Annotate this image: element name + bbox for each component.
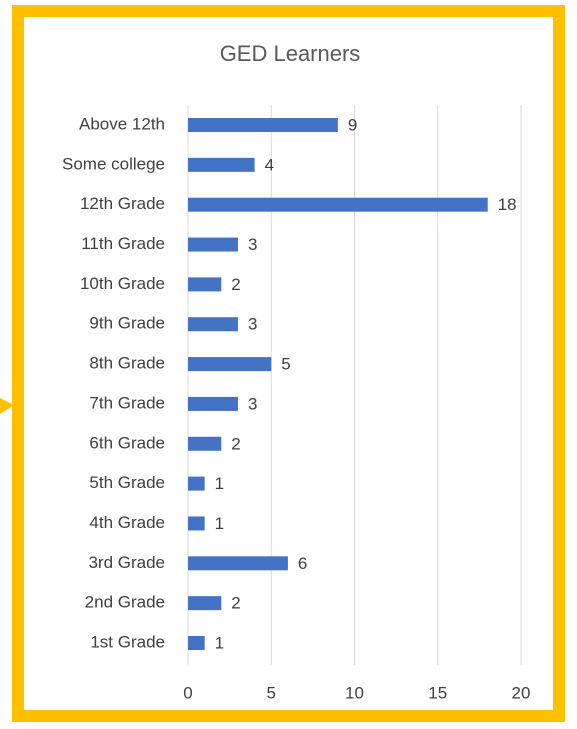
x-tick-label: 10 (345, 683, 364, 702)
bar (188, 118, 338, 132)
x-tick-label: 5 (267, 683, 276, 702)
bar (188, 436, 222, 451)
value-label: 2 (231, 434, 240, 453)
value-label: 6 (298, 554, 307, 573)
value-label: 1 (215, 514, 224, 533)
value-label: 4 (265, 155, 274, 174)
y-tick-label: 11th Grade (81, 234, 165, 253)
bar (188, 516, 205, 531)
bar (188, 476, 205, 491)
y-tick-label: Some college (62, 154, 165, 173)
value-label: 9 (348, 115, 357, 134)
bar (188, 157, 255, 172)
value-label: 1 (215, 474, 224, 493)
y-tick-label: 5th Grade (89, 473, 165, 492)
y-tick-label: 9th Grade (89, 314, 165, 333)
y-tick-label: 2nd Grade (85, 593, 165, 612)
y-tick-label: 10th Grade (80, 274, 165, 293)
value-label: 2 (231, 275, 240, 294)
x-tick-label: 0 (183, 683, 192, 702)
y-tick-label: 3rd Grade (88, 553, 165, 572)
bar (188, 317, 238, 332)
value-label: 3 (248, 235, 257, 254)
bar (188, 237, 238, 252)
value-label: 2 (231, 594, 240, 613)
chart-title: GED Learners (220, 41, 361, 66)
y-tick-label: Above 12th (79, 114, 165, 133)
bar (188, 396, 238, 411)
bar (188, 636, 205, 650)
pointer (0, 398, 14, 414)
value-label: 5 (281, 355, 290, 374)
bar (188, 197, 488, 212)
y-tick-label: 7th Grade (89, 393, 165, 412)
value-label: 18 (498, 195, 517, 214)
bar (188, 357, 272, 372)
y-tick-label: 8th Grade (89, 354, 165, 373)
y-tick-label: 1st Grade (90, 632, 165, 651)
bar (188, 277, 222, 292)
x-tick-label: 15 (428, 683, 447, 702)
value-label: 3 (248, 315, 257, 334)
bar (188, 596, 222, 611)
y-tick-label: 4th Grade (89, 513, 165, 532)
x-tick-label: 20 (512, 683, 531, 702)
y-tick-label: 12th Grade (80, 194, 165, 213)
value-label: 1 (215, 633, 224, 652)
value-label: 3 (248, 394, 257, 413)
y-tick-label: 6th Grade (89, 433, 165, 452)
bar (188, 556, 288, 571)
